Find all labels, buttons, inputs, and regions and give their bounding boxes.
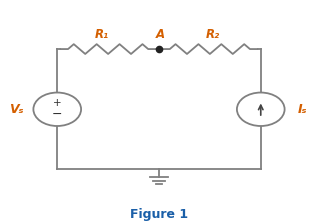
Circle shape <box>237 93 285 126</box>
Text: R₁: R₁ <box>95 28 109 41</box>
Text: −: − <box>52 108 63 121</box>
Circle shape <box>33 93 81 126</box>
Text: +: + <box>53 99 62 108</box>
Text: A: A <box>156 28 165 41</box>
Text: Iₛ: Iₛ <box>297 103 307 116</box>
Text: R₂: R₂ <box>206 28 220 41</box>
Text: Vₛ: Vₛ <box>9 103 23 116</box>
Text: Figure 1: Figure 1 <box>130 208 188 221</box>
